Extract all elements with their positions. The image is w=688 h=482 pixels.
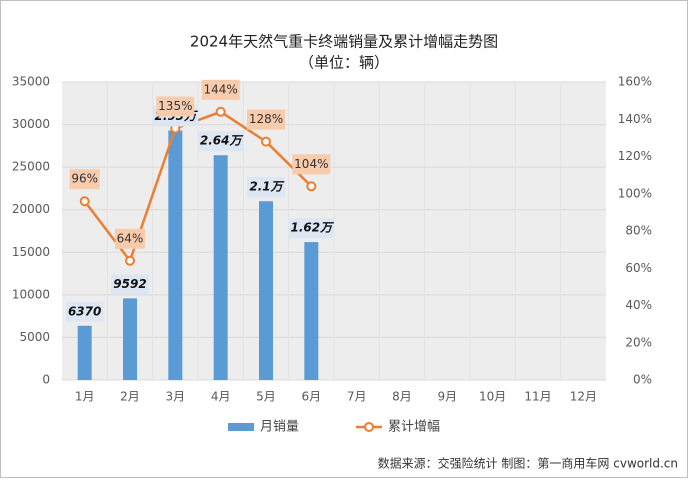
y2-tick-label: 160%	[618, 75, 652, 89]
line-label-bg	[156, 96, 195, 117]
y-tick-label: 25000	[12, 160, 50, 174]
legend-label: 月销量	[260, 420, 299, 435]
y-tick-label: 5000	[19, 330, 50, 344]
x-tick-label: 1月	[75, 390, 95, 404]
chart-subtitle: （单位：辆）	[299, 54, 389, 72]
x-tick-label: 2月	[120, 390, 140, 404]
bar-label-bg	[247, 177, 285, 198]
bar-label: 9592	[113, 277, 146, 291]
line-marker	[261, 136, 271, 147]
line-marker	[125, 255, 135, 266]
x-tick-label: 11月	[524, 390, 551, 404]
legend-marker	[364, 422, 374, 432]
bar-label-bg	[111, 274, 149, 295]
y-tick-label: 30000	[12, 117, 50, 131]
y2-tick-label: 140%	[618, 112, 652, 126]
x-tick-label: 3月	[166, 390, 186, 404]
bar-label-bg	[65, 301, 104, 322]
line-label: 104%	[294, 157, 328, 171]
y2-tick-label: 80%	[625, 224, 652, 238]
y-tick-label: 35000	[12, 75, 50, 89]
bar-label-bg	[197, 131, 244, 152]
line-label-bg	[69, 169, 100, 190]
line-label-bg	[115, 228, 145, 249]
y-tick-label: 15000	[12, 245, 50, 259]
line-label: 135%	[158, 99, 192, 113]
x-tick-label: 8月	[392, 390, 412, 404]
line-label: 144%	[204, 82, 238, 96]
y2-tick-label: 0%	[633, 373, 652, 387]
y-tick-label: 0	[42, 373, 50, 387]
line-label-bg	[247, 109, 285, 130]
bar-label-bg	[288, 218, 335, 239]
bar-label: 2.64万	[200, 134, 244, 148]
x-tick-label: 10月	[479, 390, 506, 404]
y-tick-label: 20000	[12, 202, 50, 216]
y2-tick-label: 120%	[618, 149, 652, 163]
line-label-bg	[201, 79, 240, 100]
line-marker	[306, 181, 317, 192]
bar	[213, 155, 228, 380]
legend-label: 累计增幅	[388, 420, 440, 435]
y2-tick-label: 40%	[625, 298, 652, 312]
line-marker	[79, 196, 90, 207]
y2-tick-label: 20%	[625, 335, 652, 349]
line-label-bg	[292, 154, 331, 175]
y-tick-label: 10000	[12, 287, 50, 301]
bar	[259, 201, 273, 380]
line-label: 128%	[249, 112, 283, 126]
x-tick-label: 6月	[302, 390, 322, 404]
y2-tick-label: 100%	[618, 186, 652, 200]
x-tick-label: 4月	[211, 390, 231, 404]
bar-label: 2.1万	[249, 180, 284, 194]
bar	[168, 130, 183, 380]
y2-tick-label: 60%	[625, 261, 652, 275]
bar-label: 6370	[68, 304, 101, 318]
x-tick-label: 5月	[256, 390, 276, 404]
x-tick-label: 12月	[570, 390, 597, 404]
line-label: 96%	[71, 172, 98, 186]
x-tick-label: 7月	[347, 390, 367, 404]
chart-title: 2024年天然气重卡终端销量及累计增幅走势图	[190, 33, 498, 51]
bar-label: 1.62万	[291, 221, 335, 235]
bar	[304, 242, 319, 380]
source: 数据来源：交强险统计 制图：第一商用车网 cvworld.cn	[378, 456, 678, 471]
x-tick-label: 9月	[438, 390, 458, 404]
bar	[123, 298, 137, 380]
line-label: 64%	[117, 231, 144, 245]
legend-swatch	[228, 423, 254, 431]
bar	[77, 325, 92, 380]
line-marker	[215, 106, 226, 117]
